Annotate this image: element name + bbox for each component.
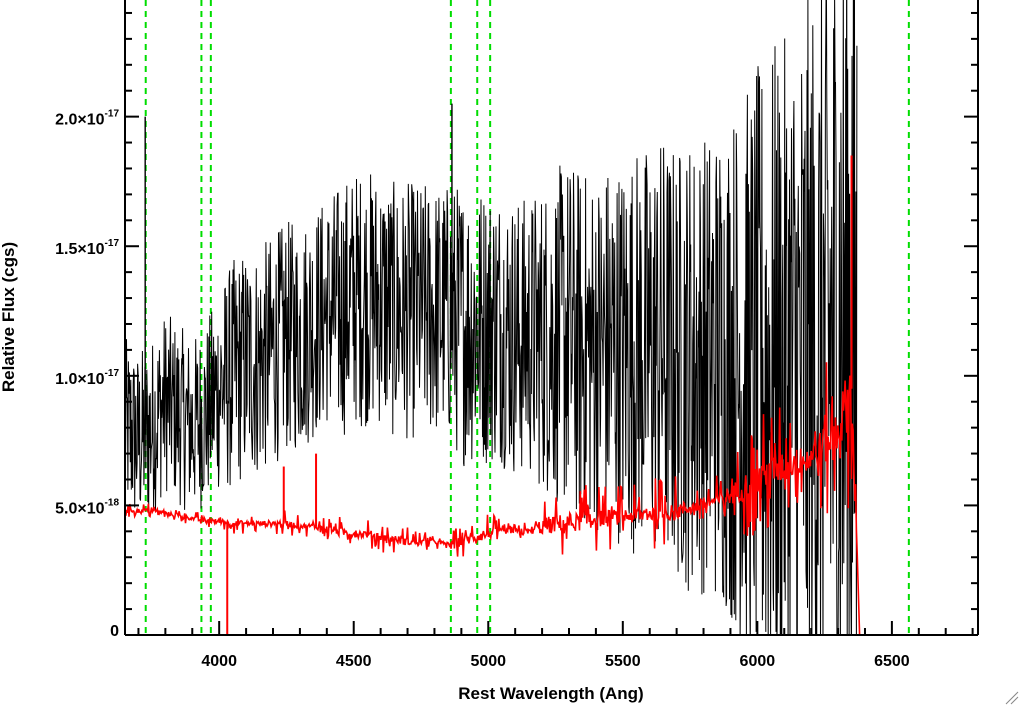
x-tick-label: 5000 <box>470 653 506 670</box>
y-tick-label: 5.0×10-18 <box>55 497 119 517</box>
y-tick-label: 1.5×10-17 <box>55 238 119 258</box>
axes <box>124 0 979 636</box>
error-line <box>125 362 978 635</box>
x-tick-label: 6000 <box>740 653 776 670</box>
x-tick-label: 4500 <box>336 653 372 670</box>
tick-marks <box>125 11 978 636</box>
x-tick-label: 4000 <box>201 653 237 670</box>
x-tick-labels: 4000 4500 5000 5500 6000 6500 <box>201 653 909 670</box>
x-tick-label: 5500 <box>605 653 641 670</box>
x-tick-label: 6500 <box>874 653 910 670</box>
x-axis-title: Rest Wavelength (Ang) <box>458 684 643 703</box>
spectrum-line <box>125 0 858 635</box>
y-axis-title: Relative Flux (cgs) <box>0 242 18 392</box>
y-tick-label: 1.0×10-17 <box>55 368 119 388</box>
resize-grip-icon <box>1005 691 1019 705</box>
emission-line-markers <box>144 0 910 635</box>
y-tick-label: 2.0×10-17 <box>55 109 119 129</box>
y-tick-labels: 0 5.0×10-18 1.0×10-17 1.5×10-17 2.0×10-17 <box>55 109 119 640</box>
data-series <box>125 0 978 635</box>
y-tick-label: 0 <box>110 623 119 640</box>
